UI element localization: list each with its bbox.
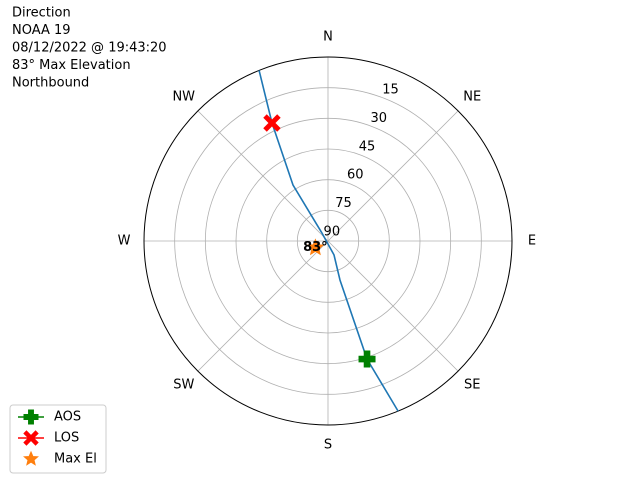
max-el-annotation: 83° [303, 240, 328, 255]
r-tick-label: 45 [359, 139, 376, 154]
r-tick-label: 15 [382, 83, 399, 98]
legend-label: AOS [54, 410, 81, 425]
legend-marker [23, 430, 39, 446]
r-tick-label: 60 [347, 168, 364, 183]
title-line: 08/12/2022 @ 19:43:20 [12, 41, 167, 56]
direction-label: E [528, 234, 536, 249]
grid-spoke [327, 110, 459, 242]
pass-track [258, 70, 399, 412]
marker-x [263, 114, 281, 132]
title-line: NOAA 19 [12, 23, 71, 38]
direction-label: N [323, 30, 333, 45]
direction-label: S [324, 438, 332, 453]
legend-label: LOS [54, 431, 79, 446]
r-tick-label: 90 [324, 224, 341, 239]
r-tick-label: 75 [335, 196, 352, 211]
grid-spoke [327, 240, 459, 372]
grid-spoke [197, 110, 329, 242]
r-tick-label: 30 [370, 111, 387, 126]
direction-label: NW [172, 89, 195, 104]
marker-plus [358, 350, 376, 368]
direction-label: SE [464, 378, 480, 393]
title-line: 83° Max Elevation [12, 58, 131, 73]
direction-label: W [118, 234, 131, 249]
legend-marker [23, 409, 39, 425]
title-line: Direction [12, 6, 71, 21]
marker-star [306, 238, 325, 256]
direction-label: SW [173, 378, 194, 393]
title-line: Northbound [12, 76, 89, 91]
legend-marker [23, 450, 39, 466]
grid-spoke [197, 240, 329, 372]
direction-label: NE [463, 89, 481, 104]
legend-box [9, 404, 107, 474]
legend-label: Max El [54, 452, 97, 467]
polar-frame [143, 56, 513, 426]
